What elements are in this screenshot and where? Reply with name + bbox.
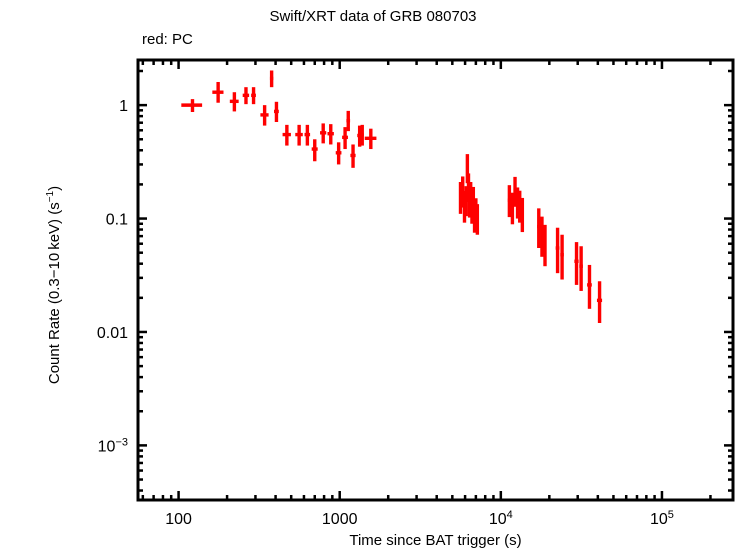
x-tick-label-2: 104 — [489, 509, 513, 528]
data-point — [273, 101, 279, 123]
data-point — [560, 234, 564, 280]
y-axis-label: Count Rate (0.3−10 keV) (s−1) — [45, 185, 63, 385]
axis-tick-labels: 100 1000 104 105 1 0.1 0.01 10−3 — [97, 98, 674, 528]
data-point — [251, 87, 256, 105]
data-point — [520, 197, 525, 233]
data-point — [587, 264, 592, 309]
data-point — [464, 186, 468, 217]
data-point — [346, 110, 351, 132]
data-point — [229, 92, 239, 112]
data-point — [320, 123, 327, 144]
data-series-pc — [181, 70, 603, 323]
data-point — [295, 124, 303, 146]
data-point — [543, 224, 547, 267]
data-point — [212, 81, 224, 103]
data-point — [540, 216, 544, 257]
data-point — [181, 99, 203, 112]
data-point — [537, 208, 541, 249]
data-point — [579, 246, 583, 291]
x-tick-label-3: 105 — [650, 509, 674, 528]
y-tick-label-1: 0.1 — [106, 212, 128, 229]
data-point — [360, 124, 364, 146]
data-point — [596, 281, 603, 323]
data-point — [350, 144, 356, 168]
legend-entry-pc: red: PC — [142, 31, 193, 48]
data-point — [513, 176, 517, 207]
data-point — [335, 142, 342, 165]
data-point — [342, 127, 348, 150]
axis-ticks — [138, 60, 733, 500]
data-point — [282, 124, 291, 146]
data-point — [327, 124, 334, 145]
data-point — [242, 87, 250, 105]
data-point — [555, 227, 560, 274]
x-tick-label-0: 100 — [165, 511, 192, 528]
y-tick-label-0: 1 — [119, 98, 128, 115]
data-point — [507, 185, 512, 218]
chart-title: Swift/XRT data of GRB 080703 — [269, 8, 477, 25]
data-point — [269, 70, 274, 88]
data-point — [475, 204, 480, 235]
y-tick-label-2: 0.01 — [97, 325, 128, 342]
data-point — [260, 105, 269, 126]
x-axis-label: Time since BAT trigger (s) — [349, 532, 522, 549]
data-point — [518, 190, 522, 223]
y-tick-label-3: 10−3 — [98, 436, 128, 455]
data-point — [304, 124, 311, 146]
data-point — [364, 128, 377, 150]
x-tick-label-1: 1000 — [322, 511, 358, 528]
data-point — [574, 242, 579, 285]
axes-frame — [136, 58, 735, 502]
data-point — [311, 139, 318, 162]
data-point — [510, 192, 515, 225]
